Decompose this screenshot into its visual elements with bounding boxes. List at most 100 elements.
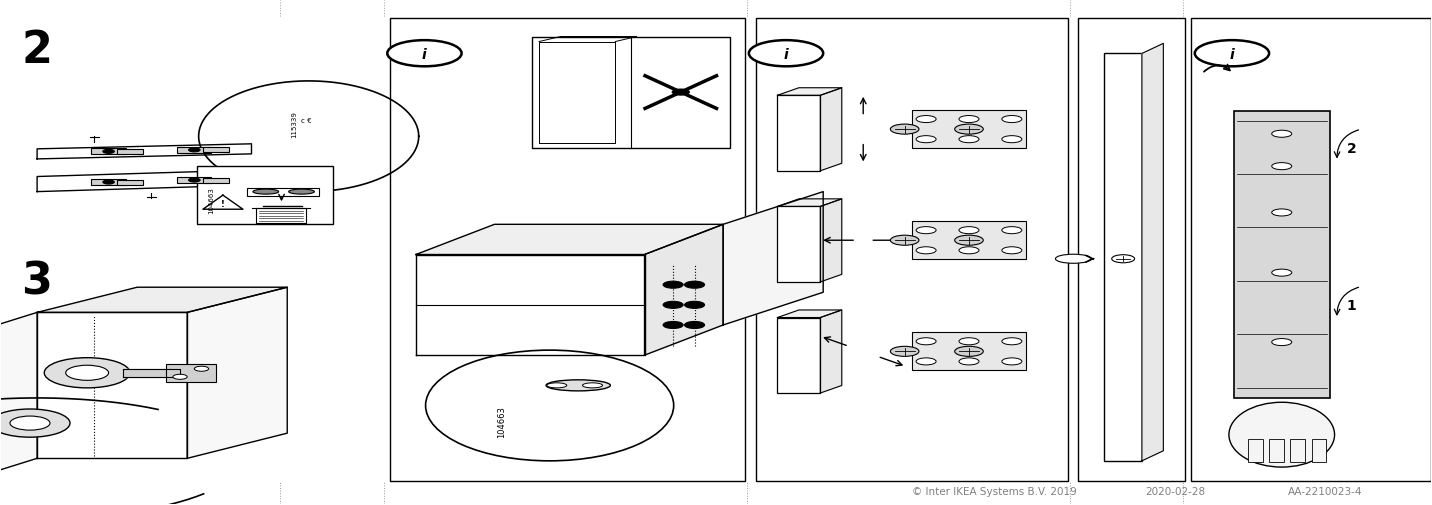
Ellipse shape (1229, 402, 1335, 467)
Circle shape (959, 227, 979, 234)
Bar (92, 149, 126, 155)
Circle shape (959, 338, 979, 345)
Circle shape (663, 282, 683, 289)
Polygon shape (821, 88, 842, 171)
Circle shape (189, 148, 200, 153)
Text: 2: 2 (1348, 141, 1356, 156)
Circle shape (1272, 339, 1292, 346)
Circle shape (1272, 270, 1292, 277)
Bar (117, 180, 143, 185)
Ellipse shape (289, 190, 315, 195)
Text: 104663: 104663 (209, 186, 215, 213)
Text: !: ! (221, 199, 225, 208)
Circle shape (1002, 227, 1022, 234)
Polygon shape (1141, 44, 1163, 461)
Circle shape (959, 136, 979, 143)
Bar (203, 178, 229, 183)
Bar (1249, 439, 1263, 463)
Ellipse shape (1055, 255, 1091, 264)
Bar (912, 333, 1027, 371)
Text: 2: 2 (21, 29, 53, 72)
Circle shape (955, 236, 984, 246)
Circle shape (663, 322, 683, 329)
Polygon shape (778, 88, 842, 96)
Polygon shape (778, 311, 842, 318)
Ellipse shape (546, 380, 610, 391)
Bar (166, 364, 216, 382)
Circle shape (916, 116, 937, 123)
Text: 115339: 115339 (291, 111, 298, 138)
Text: AA-2210023-4: AA-2210023-4 (1287, 486, 1362, 496)
Text: c €: c € (301, 118, 311, 123)
Text: 2020-02-28: 2020-02-28 (1144, 486, 1204, 496)
Bar (912, 111, 1027, 149)
Circle shape (173, 375, 188, 380)
Circle shape (749, 41, 823, 67)
Polygon shape (37, 144, 252, 160)
Bar (756, 19, 1068, 481)
Circle shape (684, 301, 705, 309)
Ellipse shape (547, 383, 567, 388)
Bar (178, 178, 212, 184)
Circle shape (1002, 247, 1022, 255)
Circle shape (959, 247, 979, 255)
Circle shape (916, 227, 937, 234)
Circle shape (66, 366, 109, 381)
Text: i: i (422, 48, 427, 62)
Polygon shape (0, 313, 37, 479)
Circle shape (891, 125, 919, 135)
Bar (117, 149, 143, 155)
Polygon shape (821, 199, 842, 282)
Polygon shape (723, 192, 823, 325)
Circle shape (103, 181, 115, 185)
Circle shape (1272, 163, 1292, 170)
Bar (531, 37, 730, 148)
Circle shape (1272, 210, 1292, 217)
Polygon shape (188, 288, 288, 459)
Circle shape (103, 150, 115, 154)
Text: © Inter IKEA Systems B.V. 2019: © Inter IKEA Systems B.V. 2019 (912, 486, 1077, 496)
Circle shape (916, 247, 937, 255)
Circle shape (891, 236, 919, 246)
Circle shape (189, 179, 200, 183)
Circle shape (195, 367, 209, 372)
Circle shape (1111, 255, 1134, 263)
Circle shape (1002, 116, 1022, 123)
Bar (1234, 112, 1330, 398)
Circle shape (959, 116, 979, 123)
Polygon shape (644, 225, 723, 356)
Bar (1290, 439, 1305, 463)
Bar (778, 96, 821, 171)
Circle shape (916, 136, 937, 143)
Circle shape (955, 346, 984, 357)
Text: 104663: 104663 (497, 405, 505, 437)
Circle shape (44, 358, 130, 388)
Polygon shape (37, 288, 288, 313)
Bar (256, 208, 306, 223)
Circle shape (663, 301, 683, 309)
Circle shape (955, 125, 984, 135)
Bar (248, 188, 319, 196)
Bar (912, 222, 1027, 260)
Bar (1312, 439, 1326, 463)
Circle shape (1002, 358, 1022, 365)
Text: i: i (783, 48, 789, 62)
Circle shape (672, 90, 689, 96)
Bar (390, 19, 745, 481)
Circle shape (916, 358, 937, 365)
Ellipse shape (425, 350, 673, 461)
Bar (1269, 439, 1283, 463)
Circle shape (959, 358, 979, 365)
Bar (203, 148, 229, 153)
Polygon shape (778, 199, 842, 207)
Circle shape (684, 282, 705, 289)
Circle shape (1002, 136, 1022, 143)
Bar (778, 207, 821, 282)
Text: 3: 3 (21, 260, 53, 303)
Circle shape (684, 322, 705, 329)
Circle shape (916, 338, 937, 345)
Ellipse shape (583, 383, 603, 388)
Circle shape (1272, 131, 1292, 138)
Ellipse shape (253, 190, 279, 195)
Text: i: i (1230, 48, 1234, 62)
